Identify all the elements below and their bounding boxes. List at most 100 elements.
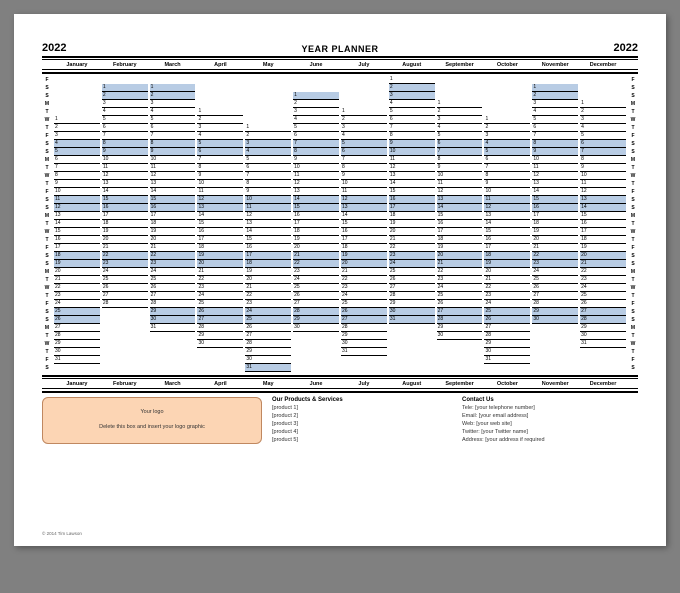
day-cell: 5	[532, 116, 578, 124]
row-label: S	[628, 316, 638, 324]
row-label: M	[42, 100, 52, 108]
day-cell: 8	[484, 172, 530, 180]
day-cell: 5	[437, 132, 483, 140]
row-label: T	[628, 236, 638, 244]
month-header: April	[197, 61, 243, 69]
day-cell: 5	[293, 124, 339, 132]
row-label: T	[42, 236, 52, 244]
day-cell: 8	[532, 140, 578, 148]
day-cell: 1	[54, 116, 100, 124]
day-cell: 22	[245, 292, 291, 300]
day-cell: 25	[293, 284, 339, 292]
day-cell: 6	[437, 140, 483, 148]
row-label: S	[628, 252, 638, 260]
row-label: T	[628, 348, 638, 356]
day-cell: 4	[150, 108, 196, 116]
day-cell: 23	[54, 292, 100, 300]
day-cell: 17	[580, 228, 626, 236]
day-cell: 3	[293, 108, 339, 116]
month-header: June	[293, 61, 339, 69]
contact-item: Email: [your email address]	[462, 412, 642, 420]
day-cell: 23	[484, 292, 530, 300]
contact-item: Twitter: [your Twitter name]	[462, 428, 642, 436]
day-cell: 8	[293, 148, 339, 156]
day-cell: 5	[150, 116, 196, 124]
month-header: August	[389, 61, 435, 69]
day-cell: 13	[102, 180, 148, 188]
day-cell: 24	[102, 268, 148, 276]
day-cell: 11	[341, 188, 387, 196]
day-cell: 29	[54, 340, 100, 348]
day-cell: 30	[54, 348, 100, 356]
day-cell: 6	[54, 156, 100, 164]
day-cell: 25	[54, 308, 100, 316]
day-cell: 6	[150, 124, 196, 132]
day-cell: 11	[245, 204, 291, 212]
day-cell: 31	[341, 348, 387, 356]
day-cell: 22	[580, 268, 626, 276]
day-cell: 27	[102, 292, 148, 300]
day-cell: 25	[197, 300, 243, 308]
day-cell: 22	[484, 284, 530, 292]
row-label: F	[628, 300, 638, 308]
day-cell: 18	[341, 244, 387, 252]
day-cell: 17	[150, 212, 196, 220]
row-label: T	[628, 180, 638, 188]
day-cell: 17	[245, 252, 291, 260]
day-cell: 31	[150, 324, 196, 332]
row-label: M	[42, 268, 52, 276]
day-cell: 14	[532, 188, 578, 196]
day-cell: 22	[341, 276, 387, 284]
day-cell: 5	[197, 140, 243, 148]
page-header: 2022 YEAR PLANNER 2022	[42, 42, 638, 54]
day-cell: 13	[437, 196, 483, 204]
row-label: F	[628, 356, 638, 364]
day-cell: 17	[532, 212, 578, 220]
day-cell: 26	[341, 308, 387, 316]
day-cell: 3	[484, 132, 530, 140]
day-cell: 9	[389, 140, 435, 148]
day-cell: 20	[484, 268, 530, 276]
day-cell: 1	[150, 84, 196, 92]
day-cell: 13	[484, 212, 530, 220]
day-cell: 10	[293, 164, 339, 172]
day-cell: 19	[245, 268, 291, 276]
day-cell: 28	[389, 292, 435, 300]
month-column: 1234567891011121314151617181920212223242…	[54, 76, 100, 372]
month-column: 1234567891011121314151617181920212223242…	[437, 76, 483, 372]
day-cell: 21	[341, 268, 387, 276]
day-cell: 10	[532, 156, 578, 164]
day-cell: 25	[532, 276, 578, 284]
row-label: W	[42, 340, 52, 348]
row-label: F	[42, 132, 52, 140]
day-cell: 27	[484, 324, 530, 332]
day-cell: 15	[197, 220, 243, 228]
month-header: August	[389, 380, 435, 388]
day-cell: 24	[245, 308, 291, 316]
day-cell: 27	[341, 316, 387, 324]
day-cell: 2	[54, 124, 100, 132]
day-cell: 8	[437, 156, 483, 164]
row-label: F	[628, 244, 638, 252]
row-label: S	[42, 364, 52, 372]
day-cell: 3	[580, 116, 626, 124]
day-cell: 28	[54, 332, 100, 340]
day-cell: 26	[150, 284, 196, 292]
day-cell: 7	[197, 156, 243, 164]
month-header: March	[150, 380, 196, 388]
day-cell: 15	[102, 196, 148, 204]
day-cell: 22	[437, 268, 483, 276]
row-label: S	[42, 84, 52, 92]
row-label: S	[628, 260, 638, 268]
day-cell: 12	[293, 180, 339, 188]
day-cell: 23	[580, 276, 626, 284]
day-cell: 1	[341, 108, 387, 116]
day-cell: 20	[532, 236, 578, 244]
day-cell: 15	[580, 212, 626, 220]
day-cell: 4	[389, 100, 435, 108]
day-cell: 31	[580, 340, 626, 348]
day-cell: 28	[150, 300, 196, 308]
calendar-grid: FSSMTWTFSSMTWTFSSMTWTFSSMTWTFSSMTWTFS123…	[42, 76, 638, 372]
day-cell: 9	[102, 148, 148, 156]
day-cell: 19	[341, 252, 387, 260]
